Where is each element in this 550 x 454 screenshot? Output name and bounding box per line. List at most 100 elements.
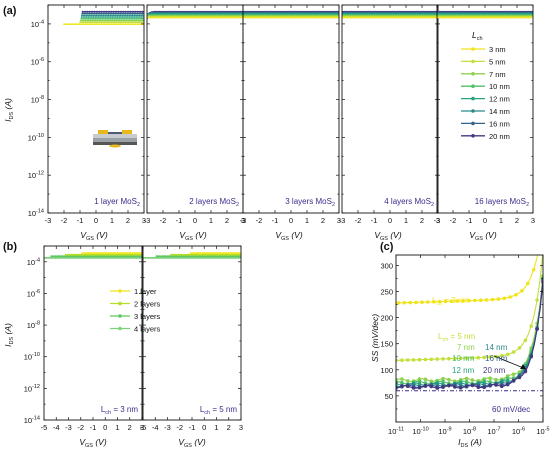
- oxide: [93, 134, 137, 138]
- data-point: [234, 16, 237, 19]
- subplot-label: 1 layer MoS2: [94, 197, 140, 208]
- data-point: [118, 253, 120, 256]
- data-point: [209, 256, 212, 259]
- data-point: [208, 253, 211, 256]
- data-point: [138, 16, 141, 18]
- data-point: [167, 255, 170, 258]
- data-point: [63, 256, 66, 259]
- data-point: [505, 382, 510, 387]
- data-point: [167, 256, 169, 259]
- data-point: [220, 16, 223, 19]
- data-point: [56, 256, 59, 259]
- data-point: [78, 256, 81, 259]
- data-point: [217, 253, 220, 256]
- legend-label: 14 nm: [489, 107, 510, 116]
- data-point: [494, 383, 498, 387]
- data-point: [488, 380, 492, 384]
- data-point: [107, 252, 110, 255]
- x-tick-label: 3: [140, 423, 144, 432]
- data-point: [171, 255, 174, 258]
- data-point: [95, 16, 97, 18]
- data-point: [106, 23, 109, 26]
- data-point: [406, 379, 410, 383]
- x-tick-label: 2: [420, 216, 424, 225]
- data-point: [65, 256, 67, 259]
- data-point: [156, 256, 159, 259]
- data-point: [68, 253, 70, 256]
- data-point: [400, 377, 404, 381]
- data-point: [104, 255, 107, 258]
- data-point: [88, 12, 91, 15]
- data-point: [423, 383, 428, 388]
- x-tick-label: 0: [94, 216, 98, 225]
- data-point: [103, 255, 106, 258]
- data-point: [106, 252, 108, 255]
- data-point: [125, 256, 128, 259]
- y-tick-label: 10-10: [24, 352, 40, 362]
- data-point: [135, 16, 138, 18]
- data-point: [129, 252, 132, 255]
- data-point: [230, 16, 232, 19]
- data-point: [66, 256, 69, 259]
- data-point: [113, 19, 116, 22]
- data-point: [67, 23, 70, 26]
- data-point: [107, 12, 110, 15]
- data-point: [458, 386, 463, 390]
- data-point: [123, 253, 126, 256]
- data-point: [238, 252, 241, 255]
- data-point: [173, 253, 176, 256]
- data-point: [181, 255, 184, 258]
- x-tick-label: 1: [115, 423, 119, 432]
- data-point: [118, 255, 120, 258]
- data-point: [118, 19, 121, 22]
- data-point: [93, 253, 95, 256]
- data-point: [79, 23, 82, 26]
- data-point: [126, 252, 129, 255]
- data-point: [123, 16, 126, 18]
- data-point: [529, 354, 533, 358]
- data-point: [101, 23, 104, 26]
- data-point: [70, 255, 73, 258]
- data-point: [109, 17, 111, 20]
- x-tick-label: 3: [337, 216, 341, 225]
- data-point: [162, 16, 165, 19]
- data-point: [95, 253, 98, 256]
- data-point: [417, 385, 422, 390]
- data-point: [236, 252, 239, 255]
- data-point: [132, 23, 135, 26]
- data-point: [117, 10, 120, 13]
- data-point: [205, 256, 208, 259]
- data-point: [97, 16, 100, 18]
- data-point: [95, 12, 98, 15]
- data-point: [78, 255, 81, 258]
- data-point: [508, 295, 512, 299]
- data-point: [523, 338, 528, 343]
- data-point: [127, 10, 130, 13]
- legend-label: 3 layers: [134, 312, 161, 321]
- legend-label: 3 nm: [489, 45, 506, 54]
- data-point: [237, 16, 240, 19]
- data-point: [103, 10, 106, 13]
- data-point: [105, 12, 108, 15]
- x-axis-title: VGS (V): [179, 230, 206, 242]
- data-point: [496, 297, 501, 301]
- data-point: [98, 12, 100, 15]
- y-tick-label: 250: [380, 288, 393, 297]
- data-point: [189, 16, 192, 19]
- data-point: [96, 10, 98, 13]
- data-point: [90, 14, 93, 17]
- y-tick-label: 10-12: [28, 171, 44, 181]
- data-point: [219, 252, 222, 255]
- data-point: [79, 21, 81, 24]
- annotation-12nm: 12 nm: [452, 366, 475, 375]
- data-point: [129, 14, 131, 17]
- data-point: [343, 16, 346, 19]
- data-point: [134, 255, 137, 258]
- data-point: [417, 16, 420, 19]
- data-point: [199, 255, 202, 258]
- y-tick-label: 10-12: [24, 384, 40, 394]
- data-point: [498, 16, 501, 19]
- data-point: [464, 384, 469, 388]
- back-contact: [109, 144, 121, 148]
